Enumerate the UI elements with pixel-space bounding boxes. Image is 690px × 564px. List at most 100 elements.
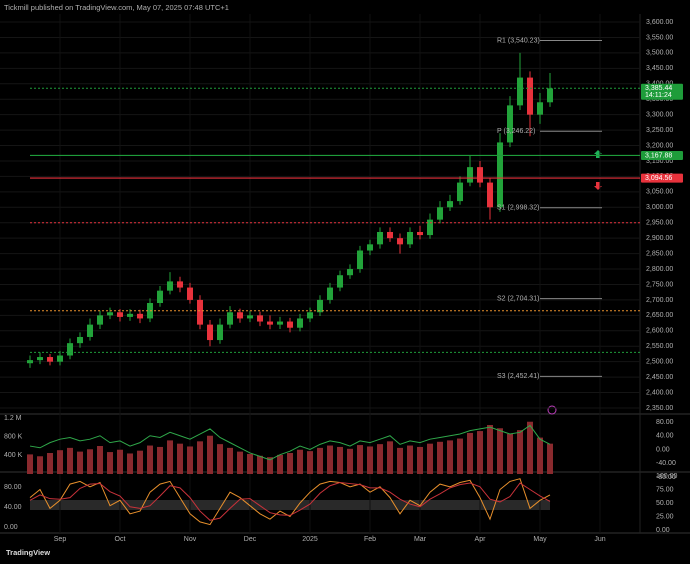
tick-label: 2,800.00: [646, 266, 673, 273]
tick-label: 400 K: [4, 452, 23, 459]
volume-bar: [307, 451, 313, 474]
tick-label: 2,350.00: [646, 405, 673, 412]
x-tick-label: May: [533, 536, 547, 543]
volume-bar: [457, 438, 463, 474]
candle-body: [87, 324, 93, 337]
volume-bar: [197, 441, 203, 474]
candle-body: [157, 290, 163, 304]
price-tag-label: 3,385.44: [645, 85, 672, 92]
x-tick-label: Mar: [414, 536, 427, 543]
volume-bar: [237, 451, 243, 474]
price-tag: [641, 150, 683, 160]
header-title: Tickmill published on TradingView.com, M…: [4, 3, 229, 12]
volume-bar: [397, 447, 403, 474]
volume-bar: [47, 453, 53, 474]
candle-body: [297, 318, 303, 328]
candle-body: [387, 231, 393, 239]
volume-bar: [187, 446, 193, 474]
price-tag: [641, 173, 683, 183]
tick-label: 0.00: [4, 524, 18, 531]
tick-label: 3,600.00: [646, 19, 673, 26]
volume-bar: [357, 445, 363, 474]
candle-body: [497, 142, 503, 208]
tick-label: 75.00: [656, 486, 674, 493]
x-tick-label: Dec: [244, 536, 257, 543]
tick-label: 2,400.00: [646, 389, 673, 396]
candle-body: [347, 269, 353, 276]
volume-bar: [337, 446, 343, 474]
candle-body: [27, 360, 33, 364]
candle-body: [527, 77, 533, 115]
candle-body: [337, 275, 343, 288]
tick-label: -40.00: [656, 460, 676, 467]
volume-bar: [267, 457, 273, 474]
candle-body: [207, 324, 213, 341]
oscillator-band: [30, 500, 550, 510]
volume-bar: [367, 446, 373, 474]
candle-body: [107, 312, 113, 316]
candle-body: [277, 321, 283, 325]
series-line: [29, 481, 551, 521]
candle-body: [247, 315, 253, 319]
tick-label: 2,850.00: [646, 250, 673, 257]
tick-label: 3,500.00: [646, 50, 673, 57]
candle-body: [317, 299, 323, 313]
pivot-label: S2 (2,704.31): [497, 295, 539, 302]
volume-bar: [287, 453, 293, 474]
candle-body: [397, 238, 403, 245]
tick-label: 3,000.00: [646, 204, 673, 211]
volume-bar: [167, 440, 173, 474]
tick-label: 80.00: [656, 419, 674, 426]
volume-bar: [97, 446, 103, 474]
volume-bar: [107, 452, 113, 474]
tick-label: 80.00: [4, 484, 22, 491]
tick-label: 25.00: [656, 513, 674, 520]
tick-label: 2,650.00: [646, 312, 673, 319]
volume-bar: [517, 430, 523, 474]
candle-body: [77, 336, 83, 344]
volume-bar: [27, 454, 33, 474]
volume-bar: [407, 445, 413, 474]
tick-label: 0.00: [656, 527, 670, 534]
volume-bar: [327, 445, 333, 474]
volume-bar: [507, 433, 513, 474]
volume-bar: [217, 444, 223, 474]
candle-body: [217, 324, 223, 341]
tick-label: 3,050.00: [646, 189, 673, 196]
candle-body: [257, 315, 263, 322]
candle-body: [307, 312, 313, 319]
candle-body: [287, 321, 293, 328]
volume-bar: [437, 441, 443, 474]
event-icon: [547, 405, 557, 415]
candle-body: [197, 299, 203, 325]
tick-label: 2,500.00: [646, 359, 673, 366]
candle-body: [37, 357, 43, 361]
tick-label: 2,950.00: [646, 220, 673, 227]
tick-label: 0.00: [656, 446, 670, 453]
candle-body: [67, 343, 73, 356]
candle-body: [487, 182, 493, 208]
volume-bar: [477, 431, 483, 474]
tick-label: 2,550.00: [646, 343, 673, 350]
volume-bar: [447, 440, 453, 474]
candle-body: [467, 167, 473, 183]
candle-body: [547, 88, 553, 103]
tick-label: 3,450.00: [646, 65, 673, 72]
tick-label: 3,550.00: [646, 34, 673, 41]
volume-bar: [487, 425, 493, 474]
pivot-label: R1 (3,540.23): [497, 37, 540, 44]
tick-label: 3,150.00: [646, 158, 673, 165]
candle-body: [57, 355, 63, 362]
volume-bar: [227, 447, 233, 474]
volume-bar: [247, 453, 253, 474]
volume-bar: [377, 444, 383, 474]
volume-bar: [147, 445, 153, 474]
volume-bar: [547, 443, 553, 474]
candle-body: [367, 244, 373, 251]
tick-label: 2,450.00: [646, 374, 673, 381]
candle-body: [237, 312, 243, 319]
pivot-label: S3 (2,452.41): [497, 373, 539, 380]
